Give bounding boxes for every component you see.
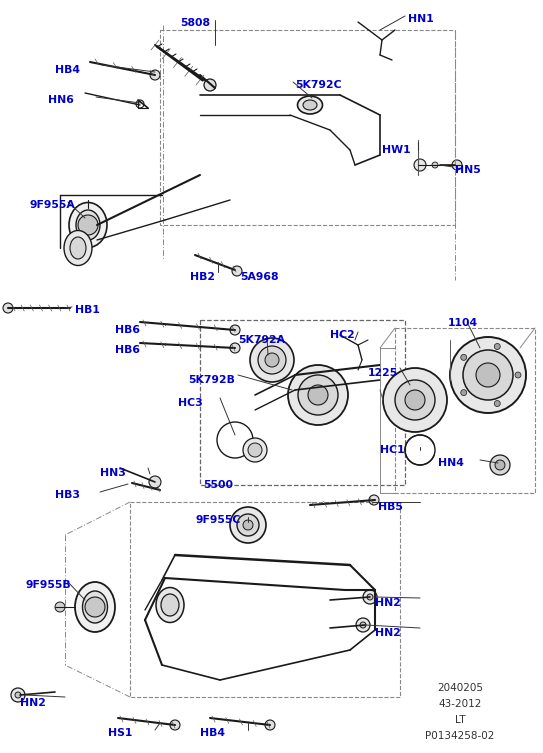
Text: HB3: HB3: [55, 490, 80, 500]
Text: HB6: HB6: [115, 325, 140, 335]
Circle shape: [3, 303, 13, 313]
Circle shape: [230, 507, 266, 543]
Text: HN2: HN2: [375, 598, 401, 608]
Circle shape: [237, 514, 259, 536]
Circle shape: [450, 337, 526, 413]
Circle shape: [230, 325, 240, 335]
Circle shape: [15, 692, 21, 698]
Circle shape: [308, 385, 328, 405]
Circle shape: [288, 365, 348, 425]
Bar: [130, 502, 400, 697]
Circle shape: [383, 368, 447, 432]
Circle shape: [258, 346, 286, 374]
Text: HB4: HB4: [200, 728, 225, 738]
Ellipse shape: [298, 96, 323, 114]
Text: HB5: HB5: [378, 502, 403, 512]
Circle shape: [170, 720, 180, 730]
Ellipse shape: [76, 210, 100, 240]
Ellipse shape: [156, 587, 184, 623]
Circle shape: [204, 79, 216, 91]
Text: 5808: 5808: [180, 18, 210, 28]
Text: HB4: HB4: [55, 65, 80, 75]
Circle shape: [432, 162, 438, 168]
Circle shape: [265, 720, 275, 730]
Circle shape: [85, 597, 105, 617]
Ellipse shape: [64, 230, 92, 266]
Text: HN6: HN6: [48, 95, 74, 105]
Circle shape: [78, 215, 98, 235]
Text: 2040205: 2040205: [437, 683, 483, 693]
Text: HC1: HC1: [380, 445, 405, 455]
Circle shape: [150, 70, 160, 80]
Bar: [200, 320, 405, 485]
Circle shape: [265, 353, 279, 367]
Text: HC2: HC2: [330, 330, 355, 340]
Bar: [160, 30, 455, 225]
Text: HC3: HC3: [178, 398, 203, 408]
Text: HW1: HW1: [382, 145, 411, 155]
Circle shape: [405, 390, 425, 410]
Text: P0134258-02: P0134258-02: [425, 731, 495, 741]
Text: HN2: HN2: [20, 698, 46, 708]
Text: HB1: HB1: [75, 305, 100, 315]
Ellipse shape: [75, 582, 115, 632]
Circle shape: [369, 495, 379, 505]
Text: 9F955B: 9F955B: [25, 580, 71, 590]
Circle shape: [230, 343, 240, 353]
Ellipse shape: [83, 591, 108, 623]
Circle shape: [298, 375, 338, 415]
Text: HS1: HS1: [108, 728, 132, 738]
Circle shape: [363, 590, 377, 604]
Circle shape: [460, 389, 467, 395]
Text: 9F955C: 9F955C: [195, 515, 241, 525]
Circle shape: [248, 443, 262, 457]
Circle shape: [395, 380, 435, 420]
Ellipse shape: [303, 100, 317, 110]
Text: 1104: 1104: [448, 318, 478, 328]
Text: HB2: HB2: [190, 272, 215, 282]
Circle shape: [494, 343, 500, 349]
Circle shape: [460, 355, 467, 361]
Circle shape: [414, 159, 426, 171]
Circle shape: [367, 594, 373, 600]
Text: 9F955A: 9F955A: [30, 200, 76, 210]
Circle shape: [463, 350, 513, 400]
Text: LT: LT: [454, 715, 465, 725]
Circle shape: [232, 266, 242, 276]
Ellipse shape: [70, 237, 86, 259]
Text: 43-2012: 43-2012: [438, 699, 482, 709]
Text: 5K792C: 5K792C: [295, 80, 342, 90]
Ellipse shape: [69, 203, 107, 248]
Circle shape: [11, 688, 25, 702]
Text: HN5: HN5: [455, 165, 481, 175]
Circle shape: [495, 460, 505, 470]
Circle shape: [360, 622, 366, 628]
Text: HN3: HN3: [100, 468, 126, 478]
Text: HN1: HN1: [408, 14, 434, 24]
Text: HN2: HN2: [375, 628, 401, 638]
Text: HN4: HN4: [438, 458, 464, 468]
Circle shape: [149, 476, 161, 488]
Text: 5A968: 5A968: [240, 272, 279, 282]
Circle shape: [55, 602, 65, 612]
Text: 5K792B: 5K792B: [188, 375, 235, 385]
Text: HB6: HB6: [115, 345, 140, 355]
Text: 5K792A: 5K792A: [238, 335, 285, 345]
Bar: [395, 328, 535, 493]
Circle shape: [250, 338, 294, 382]
Circle shape: [476, 363, 500, 387]
Circle shape: [490, 455, 510, 475]
Circle shape: [243, 438, 267, 462]
Text: 1225: 1225: [368, 368, 398, 378]
Ellipse shape: [161, 594, 179, 616]
Circle shape: [356, 618, 370, 632]
Circle shape: [243, 520, 253, 530]
Circle shape: [452, 160, 462, 170]
Text: 5500: 5500: [203, 480, 233, 490]
Circle shape: [494, 401, 500, 407]
Circle shape: [515, 372, 521, 378]
